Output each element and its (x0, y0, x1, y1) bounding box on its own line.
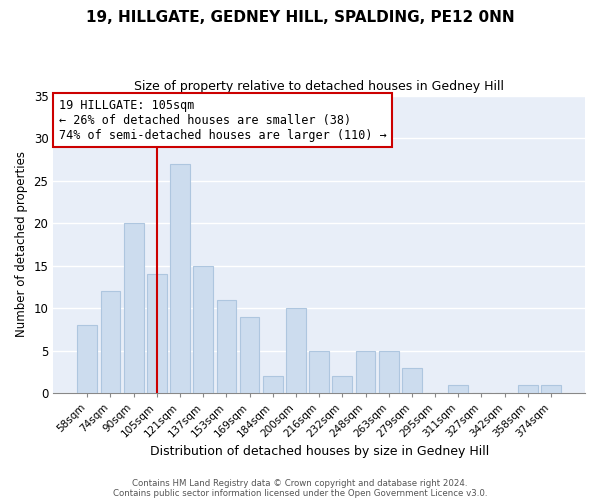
Bar (124, 223, 143, 393)
Bar (286, 308, 306, 393)
Text: 19, HILLGATE, GEDNEY HILL, SPALDING, PE12 0NN: 19, HILLGATE, GEDNEY HILL, SPALDING, PE1… (86, 10, 514, 25)
Bar (240, 316, 259, 393)
Text: 19 HILLGATE: 105sqm
← 26% of detached houses are smaller (38)
74% of semi-detach: 19 HILLGATE: 105sqm ← 26% of detached ho… (59, 98, 386, 142)
Bar (309, 350, 329, 393)
Y-axis label: Number of detached properties: Number of detached properties (15, 152, 28, 338)
Bar (147, 274, 167, 393)
Bar (332, 376, 352, 393)
Bar (101, 291, 121, 393)
Bar (356, 350, 376, 393)
Text: Contains public sector information licensed under the Open Government Licence v3: Contains public sector information licen… (113, 488, 487, 498)
Bar (77, 325, 97, 393)
X-axis label: Distribution of detached houses by size in Gedney Hill: Distribution of detached houses by size … (149, 444, 489, 458)
Bar (402, 368, 422, 393)
Title: Size of property relative to detached houses in Gedney Hill: Size of property relative to detached ho… (134, 80, 504, 93)
Bar (541, 384, 561, 393)
Bar (518, 384, 538, 393)
Bar (448, 384, 468, 393)
Bar (379, 350, 398, 393)
Bar (170, 164, 190, 393)
Bar (193, 266, 213, 393)
Bar (217, 300, 236, 393)
Bar (263, 376, 283, 393)
Text: Contains HM Land Registry data © Crown copyright and database right 2024.: Contains HM Land Registry data © Crown c… (132, 478, 468, 488)
